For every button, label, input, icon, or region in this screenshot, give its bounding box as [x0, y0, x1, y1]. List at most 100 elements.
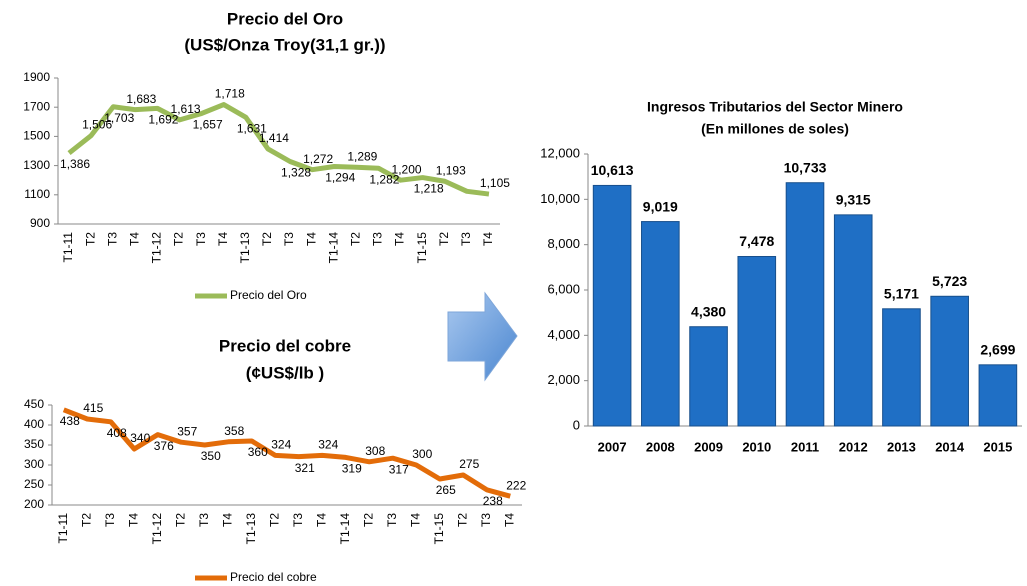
value-label: 319 — [342, 462, 362, 476]
value-label: 275 — [459, 457, 479, 471]
value-label: 357 — [177, 424, 197, 438]
value-label: 1,105 — [480, 176, 510, 190]
x-tick-label: T2 — [455, 513, 469, 527]
x-tick-label: T1-13 — [244, 513, 258, 545]
x-tick-label: T2 — [267, 513, 281, 527]
value-label: 1,289 — [347, 149, 377, 163]
value-label: 358 — [224, 424, 244, 438]
x-tick-label: T4 — [502, 513, 516, 527]
value-label: 415 — [83, 401, 103, 415]
value-label: 1,328 — [281, 166, 311, 180]
value-label: 1,506 — [82, 118, 112, 132]
y-tick-label: 350 — [24, 437, 44, 451]
y-tick-label: 300 — [24, 457, 44, 471]
y-tick-label: 6,000 — [547, 281, 580, 296]
bar — [689, 326, 728, 427]
chart-subtitle: (US$/Onza Troy(31,1 gr.)) — [184, 35, 385, 54]
x-tick-label: T4 — [220, 513, 234, 527]
value-label: 10,613 — [591, 162, 634, 178]
x-tick-label: T4 — [408, 513, 422, 527]
bar — [882, 308, 921, 427]
bar — [641, 221, 680, 427]
x-tick-label: T2 — [437, 232, 451, 246]
value-label: 4,380 — [691, 303, 726, 319]
value-label: 5,171 — [884, 285, 919, 301]
y-tick-label: 200 — [24, 497, 44, 511]
x-tick-label: 2011 — [791, 439, 819, 454]
value-label: 308 — [365, 444, 385, 458]
x-tick-label: T1-15 — [432, 513, 446, 545]
arrow — [447, 291, 518, 382]
x-tick-label: T2 — [361, 513, 375, 527]
x-tick-label: T4 — [216, 232, 230, 246]
y-tick-label: 8,000 — [547, 236, 580, 251]
x-tick-label: T4 — [314, 513, 328, 527]
value-label: 222 — [506, 478, 526, 492]
x-tick-label: T1-12 — [150, 232, 164, 264]
x-tick-label: T3 — [479, 513, 493, 527]
y-tick-label: 1500 — [23, 129, 50, 143]
value-label: 1,683 — [126, 92, 156, 106]
legend-label: Precio del cobre — [230, 570, 317, 584]
line-series — [62, 407, 511, 499]
value-label: 1,613 — [171, 102, 201, 116]
x-tick-label: T3 — [197, 513, 211, 527]
chart-title: Precio del cobre — [219, 336, 351, 355]
bar — [592, 184, 632, 427]
value-label: 238 — [483, 494, 503, 508]
x-tick-label: T1-15 — [415, 232, 429, 264]
x-tick-label: T3 — [194, 232, 208, 246]
value-label: 376 — [154, 439, 174, 453]
value-label: 1,294 — [325, 171, 355, 185]
value-label: 360 — [248, 445, 268, 459]
value-label: 9,019 — [643, 198, 678, 214]
x-tick-label: T3 — [291, 513, 305, 527]
value-label: 300 — [412, 447, 432, 461]
x-tick-label: T1-14 — [338, 513, 352, 545]
y-tick-label: 4,000 — [547, 327, 580, 342]
y-tick-label: 1100 — [24, 187, 50, 201]
value-label: 1,718 — [215, 87, 245, 101]
x-tick-label: T3 — [385, 513, 399, 527]
x-tick-label: 2013 — [887, 439, 916, 454]
value-label: 2,699 — [980, 342, 1015, 358]
line-series — [67, 102, 490, 197]
x-tick-label: T3 — [103, 513, 117, 527]
x-tick-label: T4 — [304, 232, 318, 246]
x-tick-label: T4 — [126, 513, 140, 527]
value-label: 265 — [436, 483, 456, 497]
x-tick-label: 2014 — [935, 439, 965, 454]
value-label: 317 — [389, 462, 409, 476]
bar — [978, 364, 1018, 427]
x-tick-label: T1-14 — [326, 232, 340, 264]
x-tick-label: 2015 — [983, 439, 1012, 454]
value-label: 1,193 — [436, 163, 466, 177]
y-tick-label: 10,000 — [540, 191, 580, 206]
value-label: 1,272 — [303, 152, 333, 166]
chart-subtitle: (En millones de soles) — [701, 121, 849, 137]
y-tick-label: 2,000 — [547, 372, 580, 387]
x-tick-label: T3 — [105, 232, 119, 246]
value-label: 1,282 — [369, 172, 399, 186]
y-tick-label: 250 — [24, 477, 44, 491]
value-label: 438 — [60, 414, 80, 428]
y-tick-label: 900 — [30, 216, 50, 230]
y-tick-label: 0 — [573, 417, 580, 432]
y-tick-label: 1300 — [23, 158, 50, 172]
x-tick-label: T3 — [282, 232, 296, 246]
value-label: 324 — [318, 438, 338, 452]
value-label: 1,386 — [60, 157, 90, 171]
value-label: 350 — [201, 449, 221, 463]
x-tick-label: T4 — [481, 232, 495, 246]
value-label: 5,723 — [932, 273, 967, 289]
bar — [930, 295, 969, 427]
x-tick-label: T2 — [173, 513, 187, 527]
x-tick-label: 2007 — [598, 439, 627, 454]
bar — [737, 255, 777, 427]
x-tick-label: T4 — [393, 232, 407, 246]
value-label: 7,478 — [739, 233, 774, 249]
x-tick-label: T2 — [83, 232, 97, 246]
x-tick-label: 2009 — [694, 439, 723, 454]
y-tick-label: 12,000 — [540, 145, 580, 160]
x-tick-label: T1-12 — [150, 513, 164, 545]
